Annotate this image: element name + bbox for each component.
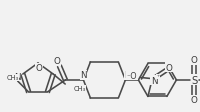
- Text: ⁻O: ⁻O: [126, 71, 137, 80]
- Text: N: N: [14, 72, 21, 81]
- Text: N: N: [124, 71, 130, 80]
- Text: N: N: [80, 71, 86, 80]
- Text: CH₃: CH₃: [7, 74, 19, 80]
- Text: O: O: [35, 64, 42, 73]
- Text: S: S: [190, 75, 197, 85]
- Text: O: O: [165, 63, 171, 72]
- Text: ⁺: ⁺: [156, 74, 159, 79]
- Text: CH₃: CH₃: [73, 85, 85, 91]
- Text: O: O: [54, 57, 61, 66]
- Text: N: N: [150, 76, 156, 85]
- Text: O: O: [190, 96, 197, 104]
- Text: O: O: [190, 56, 197, 65]
